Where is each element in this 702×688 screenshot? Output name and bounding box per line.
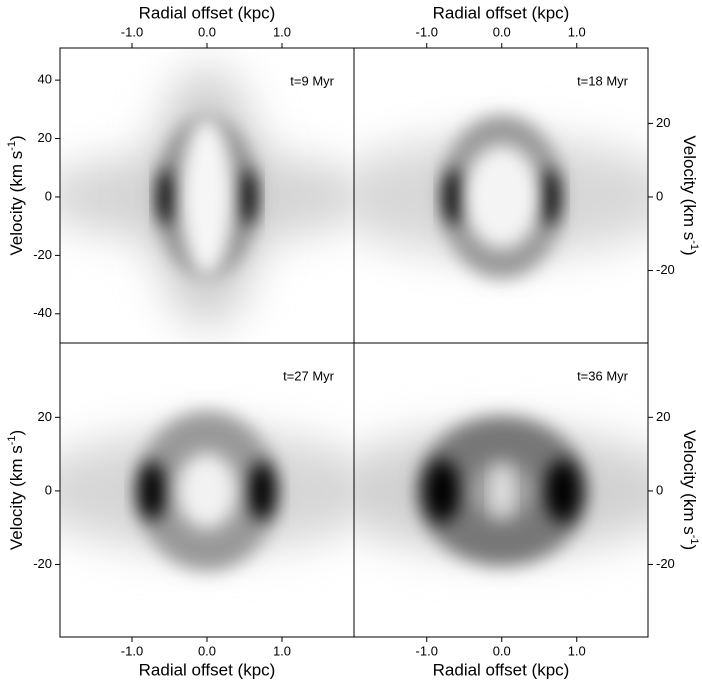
x-tick-label: 0.0 (493, 643, 511, 658)
x-axis-label: Radial offset (kpc) (139, 3, 276, 22)
y-axis-label: Velocity (km s-1) (680, 430, 701, 550)
y-axis-label-part: -1 (6, 141, 18, 151)
y-axis-label-part: -1 (6, 436, 18, 446)
y-axis-label-part: -1 (688, 240, 700, 250)
y-tick-label: 0 (656, 188, 663, 203)
x-tick-label: -1.0 (416, 24, 438, 39)
y-tick-label: -20 (656, 262, 675, 277)
y-axis-label-part: Velocity (km s (7, 151, 26, 256)
y-axis-label: Velocity (km s-1) (6, 430, 27, 550)
x-tick-label: 0.0 (198, 24, 216, 39)
x-tick-label: 0.0 (493, 24, 511, 39)
x-tick-label: 1.0 (273, 643, 291, 658)
y-tick-label: -20 (33, 247, 52, 262)
y-axis-label: Velocity (km s-1) (6, 135, 27, 255)
x-axis-label: Radial offset (kpc) (433, 3, 570, 22)
y-tick-label: -40 (33, 305, 52, 320)
density-map (60, 411, 354, 571)
y-tick-label: 0 (656, 482, 663, 497)
panel-annotation: t=36 Myr (577, 368, 629, 383)
y-axis-label-part: Velocity (km s (680, 135, 699, 240)
x-tick-label: 1.0 (568, 24, 586, 39)
y-tick-label: 0 (45, 188, 52, 203)
x-axis-label: Radial offset (kpc) (139, 660, 276, 679)
y-tick-label: 20 (38, 130, 52, 145)
y-tick-label: -20 (656, 556, 675, 571)
x-tick-label: 1.0 (568, 643, 586, 658)
y-tick-label: 40 (38, 72, 52, 87)
y-tick-label: 0 (45, 482, 52, 497)
y-axis-label-part: ) (680, 250, 699, 256)
x-tick-label: -1.0 (416, 643, 438, 658)
y-axis-label-part: ) (7, 135, 26, 141)
y-axis-label-part: Velocity (km s (7, 445, 26, 550)
y-axis-label-part: ) (7, 430, 26, 436)
density-map (60, 67, 354, 327)
y-tick-label: 20 (656, 409, 670, 424)
y-axis-label-part: ) (680, 544, 699, 550)
y-tick-label: 20 (38, 409, 52, 424)
x-tick-label: -1.0 (121, 24, 143, 39)
density-map (354, 416, 648, 566)
y-axis-label-part: Velocity (km s (680, 430, 699, 535)
y-axis-label: Velocity (km s-1) (680, 135, 701, 255)
panel-annotation: t=27 Myr (283, 368, 335, 383)
panel-annotation: t=18 Myr (577, 73, 629, 88)
plot-frame (353, 342, 649, 638)
y-axis-label-part: -1 (688, 535, 700, 545)
y-tick-label: 20 (656, 115, 670, 130)
x-axis-label: Radial offset (kpc) (433, 660, 570, 679)
x-tick-label: -1.0 (121, 643, 143, 658)
density-map (354, 115, 648, 279)
panel-annotation: t=9 Myr (290, 73, 334, 88)
x-tick-label: 0.0 (198, 643, 216, 658)
y-tick-label: -20 (33, 556, 52, 571)
x-tick-label: 1.0 (273, 24, 291, 39)
